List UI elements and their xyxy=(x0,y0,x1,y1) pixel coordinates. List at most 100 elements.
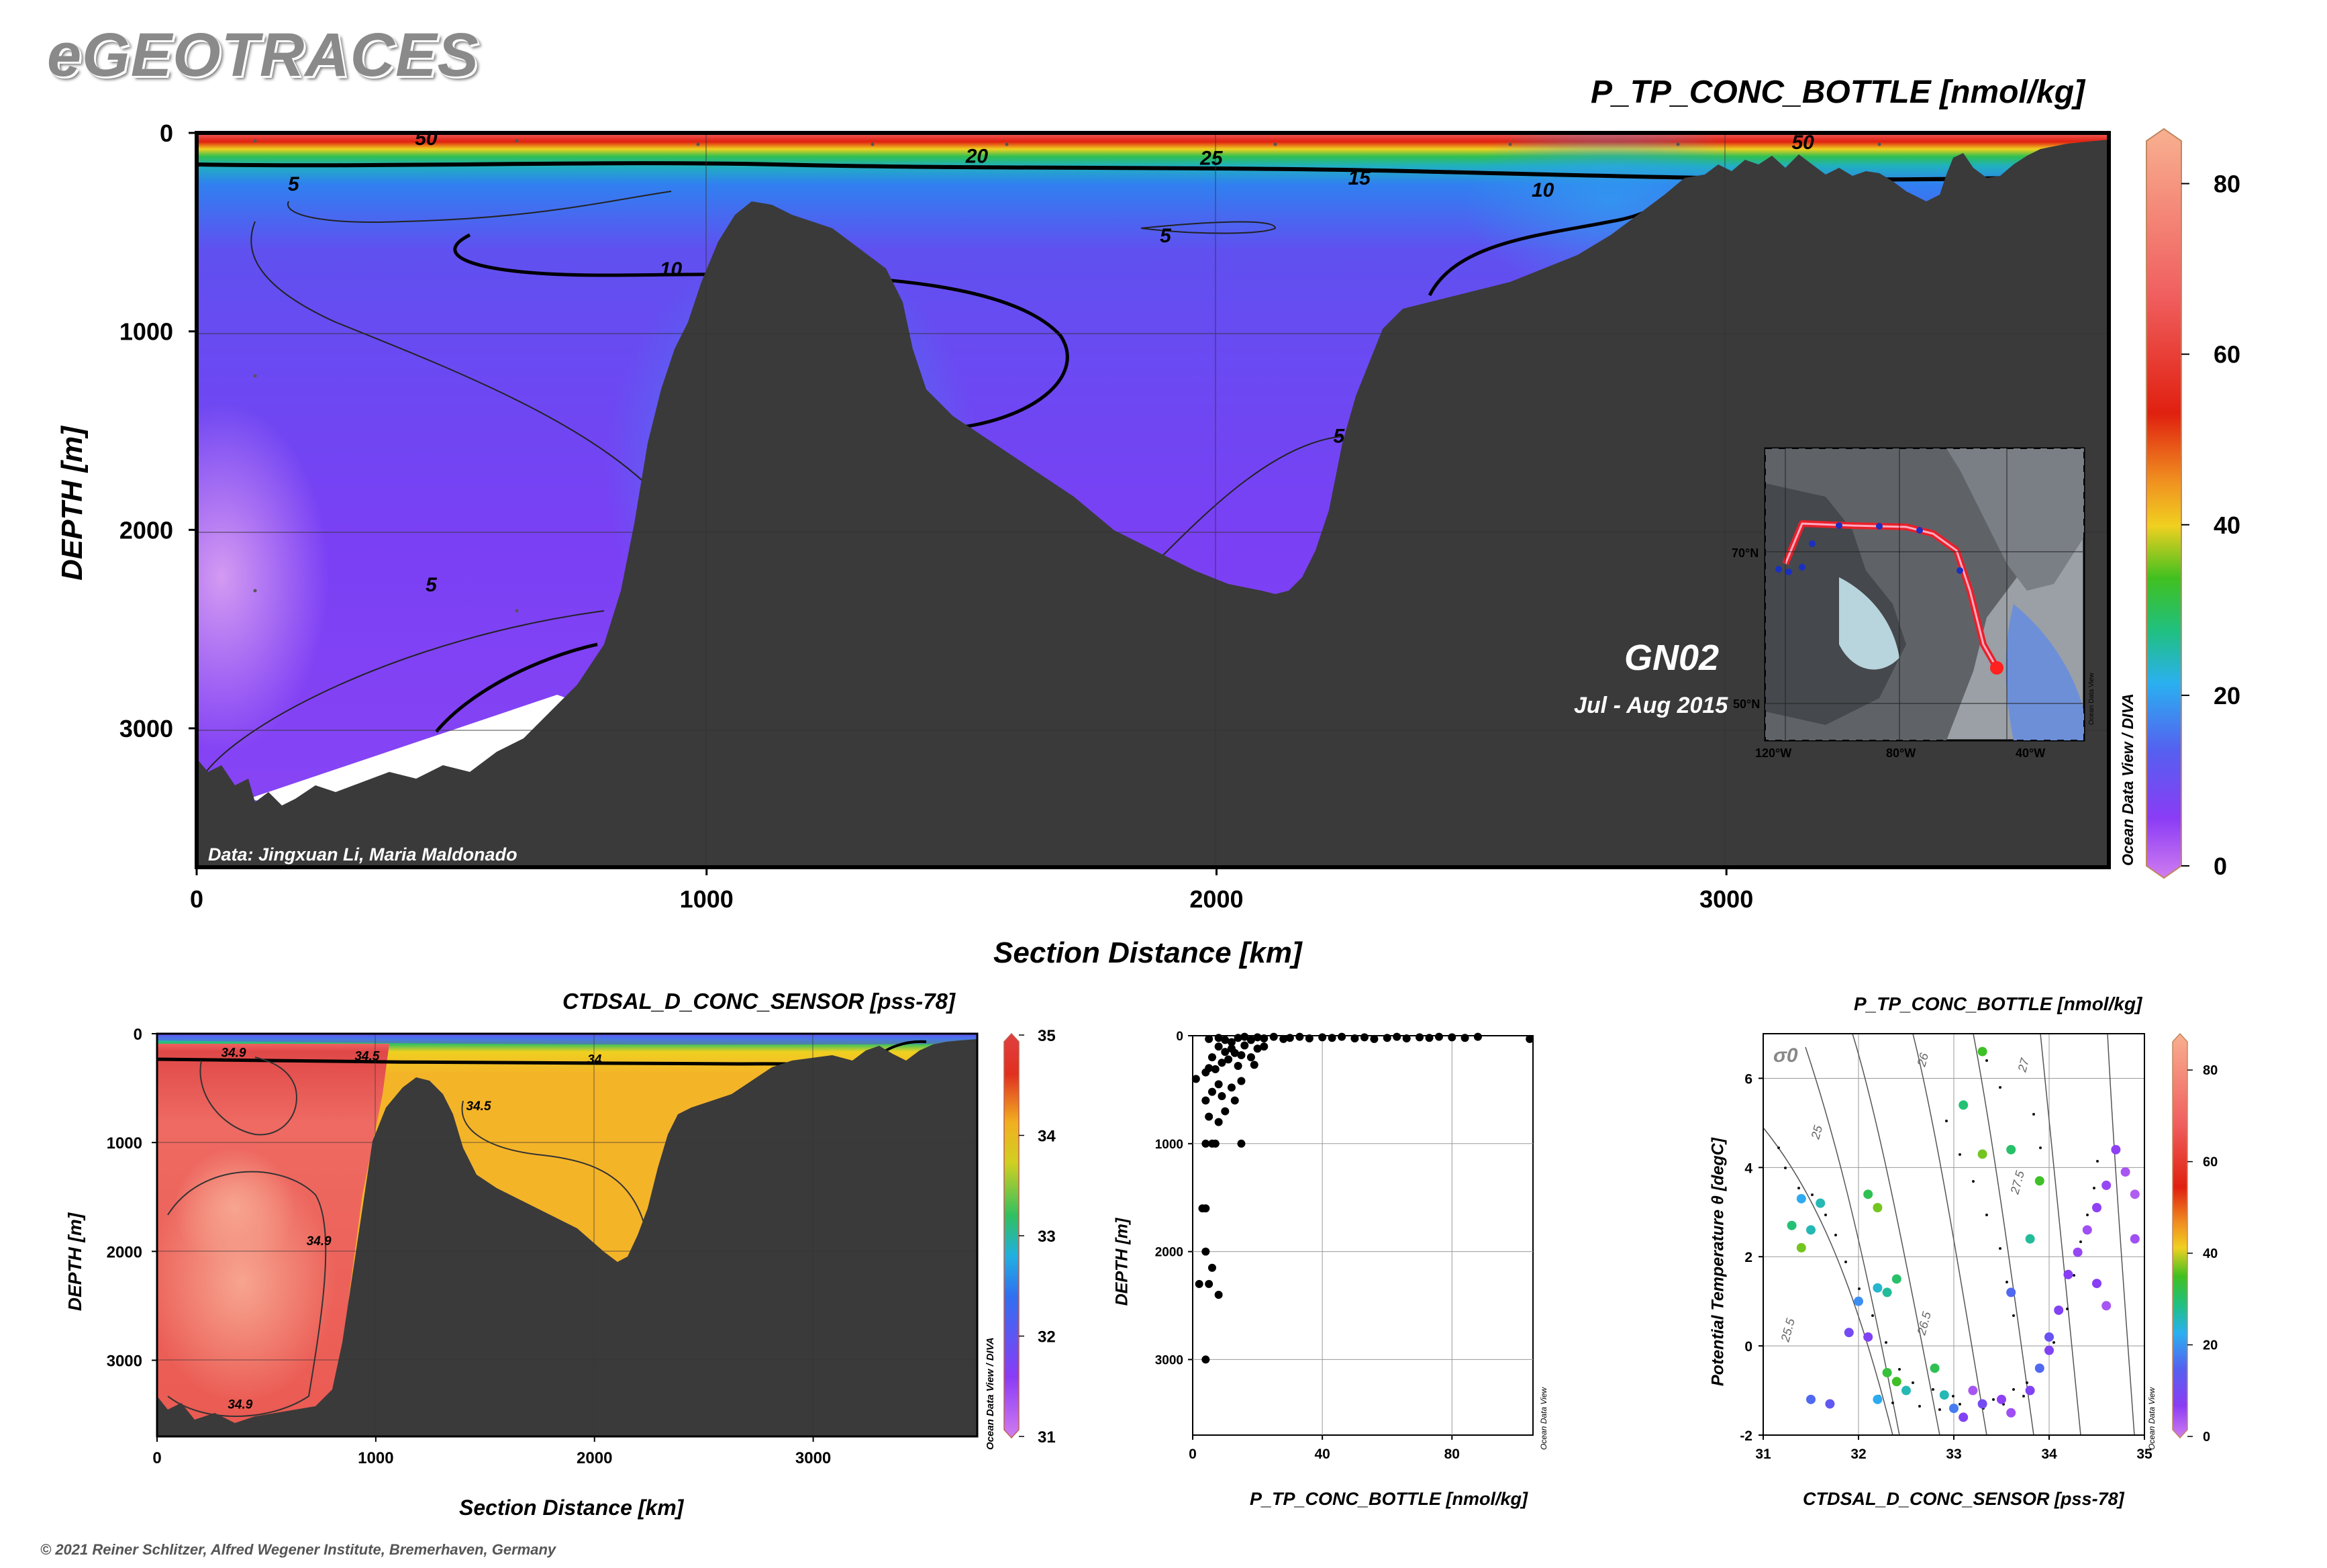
sal-x-label: Section Distance [km] xyxy=(459,1496,684,1520)
profile-x-tick-label: 80 xyxy=(1444,1447,1460,1462)
profile-points xyxy=(1191,1032,1534,1364)
main-x-ticks: 0 1000 2000 3000 xyxy=(190,867,1753,913)
profile-point xyxy=(1234,1034,1242,1042)
profile-point xyxy=(1214,1290,1223,1299)
ts-point xyxy=(2034,1176,2044,1186)
ts-point xyxy=(1825,1399,1835,1409)
profile-point xyxy=(1246,1053,1255,1062)
ts-title: P_TP_CONC_BOTTLE [nmol/kg] xyxy=(1854,993,2142,1014)
ts-y-ticks: -2 0 2 4 6 xyxy=(1740,1071,1763,1444)
ts-x-label: CTDSAL_D_CONC_SENSOR [pss-78] xyxy=(1803,1489,2124,1509)
main-contour-label: 10 xyxy=(660,258,683,281)
ts-point xyxy=(2120,1167,2130,1177)
ts-cb-tick-label: 60 xyxy=(2203,1155,2218,1170)
main-x-tick-label: 3000 xyxy=(1699,885,1753,913)
profile-point xyxy=(1195,1279,1203,1288)
profile-point xyxy=(1269,1032,1278,1041)
profile-point xyxy=(1191,1075,1200,1083)
ts-point xyxy=(1891,1274,1901,1284)
ts-point xyxy=(2025,1385,2035,1395)
sal-cb-tick-label: 32 xyxy=(1038,1328,1056,1346)
main-contour-labels: 50 20 25 15 10 50 5 10 5 5 5 xyxy=(288,128,1814,596)
sal-y-tick-label: 0 xyxy=(134,1026,142,1044)
ts-point xyxy=(1796,1242,1806,1253)
profile-point xyxy=(1393,1032,1401,1041)
section-name: GN02 xyxy=(1624,638,1719,678)
contour-5-basin xyxy=(1160,436,1343,558)
profile-point xyxy=(1207,1053,1216,1062)
sal-frame xyxy=(156,1032,979,1438)
sal-contour-label: 34.5 xyxy=(466,1099,491,1114)
ts-point xyxy=(1796,1193,1806,1204)
profile-point xyxy=(1207,1087,1216,1096)
ts-point xyxy=(2063,1269,2073,1279)
ts-y-tick-label: 0 xyxy=(1744,1339,1752,1355)
ts-point xyxy=(1959,1100,1969,1110)
profile-point xyxy=(1240,1032,1249,1041)
profile-point xyxy=(1205,1112,1214,1121)
profile-point xyxy=(1260,1034,1269,1043)
profile-point xyxy=(1234,1062,1242,1071)
copyright: © 2021 Reiner Schlitzer, Alfred Wegener … xyxy=(40,1541,556,1558)
sal-colorbar-ticks: 31 32 33 34 35 xyxy=(1019,1027,1056,1447)
profile-point xyxy=(1207,1263,1216,1272)
main-odv-credit: Ocean Data View / DIVA xyxy=(2119,693,2136,866)
profile-point xyxy=(1221,1048,1230,1057)
ts-x-tick-label: 31 xyxy=(1755,1447,1771,1462)
ts-point xyxy=(2006,1287,2016,1297)
main-section-chart: 50 20 25 15 10 50 5 10 5 5 5 0 1000 2000 3000 0 1000 20… xyxy=(119,119,2240,913)
main-cb-tick-label: 40 xyxy=(2214,511,2240,539)
profile-point xyxy=(1214,1118,1223,1126)
profile-point xyxy=(1250,1061,1258,1069)
ts-y-tick-label: 2 xyxy=(1744,1250,1752,1265)
seafloor xyxy=(197,140,2109,867)
ts-point xyxy=(2044,1332,2054,1342)
ts-point xyxy=(1806,1225,1816,1235)
map-lon-120: 120°W xyxy=(1755,746,1791,760)
profile-point xyxy=(1230,1048,1239,1057)
sal-cb-tick-label: 31 xyxy=(1038,1428,1056,1447)
profile-point xyxy=(1260,1042,1269,1051)
main-contour-label: 5 xyxy=(426,574,438,596)
profile-y-tick-label: 3000 xyxy=(1155,1353,1183,1367)
profile-gridlines xyxy=(1193,1036,1533,1435)
ts-point xyxy=(2006,1144,2016,1155)
map-lat-70: 70°N xyxy=(1732,546,1759,560)
ts-odv-credit: Ocean Data View xyxy=(2147,1387,2157,1450)
profile-point xyxy=(1237,1077,1246,1085)
profile-point xyxy=(1295,1032,1304,1041)
profile-point xyxy=(1246,1036,1255,1044)
profile-point xyxy=(1318,1033,1327,1042)
ts-point xyxy=(2006,1408,2016,1418)
ts-point xyxy=(1977,1399,1987,1409)
main-contour-label: 5 xyxy=(1160,225,1172,247)
profile-y-tick-label: 0 xyxy=(1176,1030,1183,1044)
ts-point xyxy=(2130,1234,2140,1244)
profile-point xyxy=(1201,1096,1210,1105)
profile-point xyxy=(1227,1038,1236,1046)
profile-point xyxy=(1285,1034,1294,1042)
profile-point xyxy=(1253,1033,1262,1042)
profile-point xyxy=(1237,1139,1246,1148)
profile-point xyxy=(1360,1033,1369,1042)
profile-point xyxy=(1328,1034,1336,1042)
sal-odv-credit: Ocean Data View / DIVA xyxy=(985,1337,996,1450)
profile-x-label: P_TP_CONC_BOTTLE [nmol/kg] xyxy=(1250,1489,1528,1509)
map-lat-50: 50°N xyxy=(1733,697,1760,711)
profile-point xyxy=(1214,1080,1223,1089)
sal-y-tick-label: 1000 xyxy=(107,1134,142,1153)
sal-contour-label: 34.9 xyxy=(228,1398,252,1412)
ts-cb-tick-label: 40 xyxy=(2203,1246,2218,1261)
sal-x-tick-label: 2000 xyxy=(577,1449,612,1467)
ts-y-tick-label: 4 xyxy=(1744,1161,1752,1176)
main-cb-tick-label: 0 xyxy=(2214,852,2227,880)
main-colorbar-ticks: 0 20 40 60 80 xyxy=(2181,170,2240,880)
no-data-region xyxy=(248,695,604,805)
sal-cb-tick-label: 35 xyxy=(1038,1027,1056,1045)
ts-cb-tick-label: 0 xyxy=(2203,1430,2210,1444)
station-markers xyxy=(253,139,1881,613)
ts-point xyxy=(2101,1180,2112,1190)
sal-cb-tick-label: 33 xyxy=(1038,1228,1056,1246)
main-colorbar xyxy=(2146,128,2182,879)
ts-point xyxy=(1882,1367,1892,1377)
